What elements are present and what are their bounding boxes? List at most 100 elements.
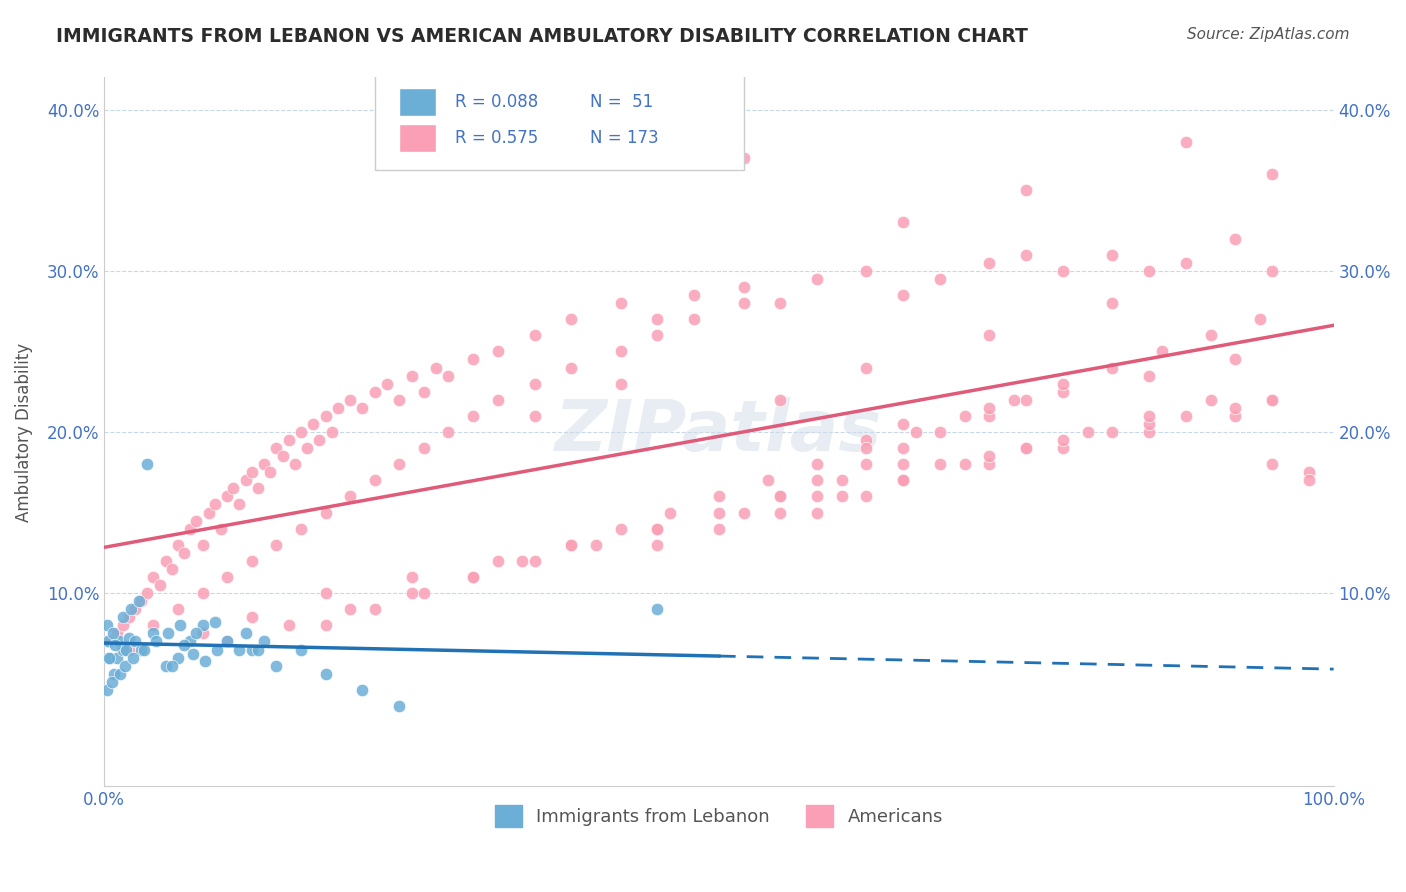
Point bbox=[806, 272, 828, 286]
Point bbox=[120, 602, 142, 616]
Point bbox=[160, 658, 183, 673]
Point bbox=[1015, 183, 1038, 197]
Point bbox=[129, 594, 152, 608]
Point bbox=[1225, 231, 1247, 245]
Text: ZIPatlas: ZIPatlas bbox=[555, 398, 883, 467]
Point bbox=[401, 368, 423, 383]
Point bbox=[1002, 392, 1025, 407]
Point bbox=[197, 506, 219, 520]
Point bbox=[388, 698, 411, 713]
Point bbox=[240, 554, 263, 568]
Point bbox=[647, 522, 669, 536]
Point bbox=[388, 457, 411, 471]
Point bbox=[979, 401, 1001, 415]
Point bbox=[1137, 264, 1160, 278]
Point bbox=[339, 490, 361, 504]
Point bbox=[217, 570, 239, 584]
Point bbox=[217, 634, 239, 648]
Point bbox=[609, 344, 631, 359]
Point bbox=[1137, 368, 1160, 383]
Point bbox=[486, 344, 509, 359]
Point bbox=[609, 522, 631, 536]
Point bbox=[891, 457, 914, 471]
Point bbox=[401, 570, 423, 584]
Point bbox=[769, 490, 792, 504]
Point bbox=[124, 634, 146, 648]
Point bbox=[253, 634, 276, 648]
FancyBboxPatch shape bbox=[399, 88, 436, 117]
Point bbox=[167, 650, 190, 665]
Point bbox=[266, 658, 288, 673]
Point bbox=[375, 376, 398, 391]
Point bbox=[891, 288, 914, 302]
Point bbox=[246, 642, 269, 657]
Point bbox=[523, 328, 546, 343]
Point bbox=[647, 602, 669, 616]
Point bbox=[302, 417, 325, 431]
Point bbox=[560, 312, 582, 326]
Point bbox=[855, 457, 877, 471]
Point bbox=[352, 682, 374, 697]
Point bbox=[142, 626, 165, 640]
Text: N = 173: N = 173 bbox=[591, 128, 658, 146]
Point bbox=[191, 538, 214, 552]
Point bbox=[228, 498, 250, 512]
Point bbox=[806, 457, 828, 471]
Point bbox=[1225, 409, 1247, 423]
Point bbox=[1298, 465, 1320, 479]
Legend: Immigrants from Lebanon, Americans: Immigrants from Lebanon, Americans bbox=[488, 797, 950, 834]
Point bbox=[204, 615, 226, 629]
Point bbox=[364, 602, 387, 616]
Point bbox=[111, 618, 134, 632]
Point bbox=[683, 312, 706, 326]
Point bbox=[1015, 248, 1038, 262]
Text: N =  51: N = 51 bbox=[591, 94, 654, 112]
Point bbox=[110, 666, 132, 681]
Point bbox=[647, 312, 669, 326]
Point bbox=[155, 554, 177, 568]
Point bbox=[295, 441, 318, 455]
Point bbox=[1261, 392, 1284, 407]
Point bbox=[1175, 256, 1198, 270]
Point bbox=[315, 666, 337, 681]
Point bbox=[100, 650, 122, 665]
Point bbox=[290, 522, 312, 536]
Point bbox=[953, 409, 976, 423]
Point bbox=[979, 328, 1001, 343]
Point bbox=[235, 626, 257, 640]
Point bbox=[647, 538, 669, 552]
Point bbox=[707, 522, 730, 536]
Point bbox=[118, 642, 141, 657]
Point bbox=[1077, 425, 1099, 439]
Point bbox=[315, 586, 337, 600]
Point bbox=[388, 392, 411, 407]
Point bbox=[1137, 409, 1160, 423]
Point bbox=[240, 465, 263, 479]
Point bbox=[510, 554, 533, 568]
Point bbox=[769, 296, 792, 310]
Point bbox=[560, 538, 582, 552]
Point bbox=[733, 296, 755, 310]
Point bbox=[855, 441, 877, 455]
FancyBboxPatch shape bbox=[375, 74, 744, 169]
Point bbox=[806, 473, 828, 487]
Point bbox=[1101, 296, 1123, 310]
Point bbox=[733, 151, 755, 165]
Point bbox=[855, 433, 877, 447]
Point bbox=[118, 632, 141, 646]
Point bbox=[290, 642, 312, 657]
Point bbox=[523, 376, 546, 391]
Point bbox=[461, 409, 484, 423]
Point bbox=[181, 648, 204, 662]
Point bbox=[806, 506, 828, 520]
Point bbox=[733, 280, 755, 294]
Point bbox=[142, 570, 165, 584]
Point bbox=[266, 441, 288, 455]
Point bbox=[585, 538, 607, 552]
Point bbox=[339, 602, 361, 616]
Point bbox=[191, 626, 214, 640]
Point bbox=[217, 490, 239, 504]
Point bbox=[96, 618, 118, 632]
Point bbox=[101, 626, 124, 640]
Point bbox=[128, 594, 150, 608]
